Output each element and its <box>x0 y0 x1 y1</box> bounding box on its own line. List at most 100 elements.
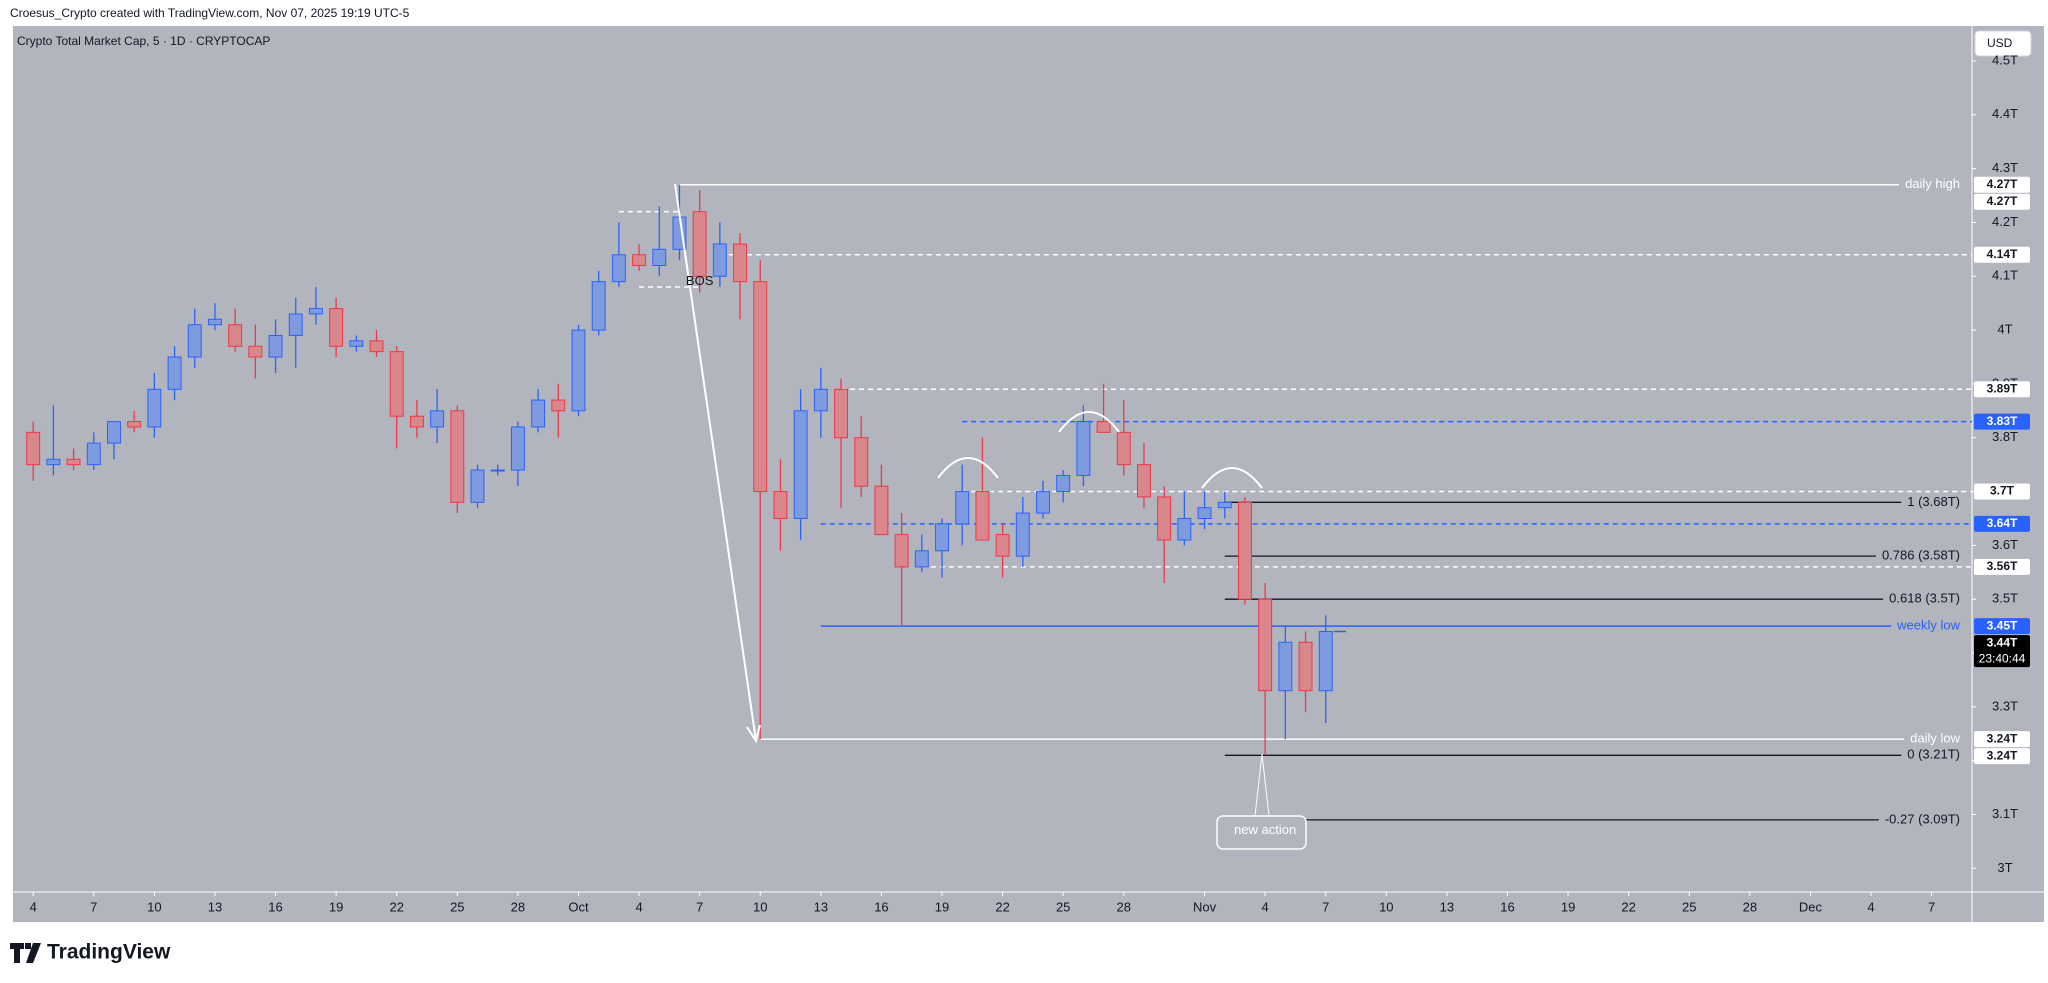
price-tag-label: 3.56T <box>1987 559 2018 573</box>
candle-body <box>349 340 364 347</box>
level-label: 0.618 (3.5T) <box>1889 591 1960 606</box>
candle-body <box>1076 421 1091 476</box>
candle-body <box>490 469 505 472</box>
price-tag <box>1974 515 2030 532</box>
candle-body <box>228 324 243 347</box>
button-bg[interactable] <box>1974 30 2032 57</box>
arc <box>1058 411 1120 433</box>
level-label: daily low <box>1910 731 1960 746</box>
y-tick-label: 4.3T <box>1992 160 2018 175</box>
chart-background <box>13 26 2044 922</box>
candle-body <box>470 469 485 503</box>
candle-body <box>107 421 121 444</box>
candle-body <box>813 388 828 412</box>
candle-body <box>1157 496 1172 541</box>
candle-body <box>955 491 970 525</box>
x-tick-label: Oct <box>568 899 589 914</box>
candle-body <box>1056 474 1071 493</box>
price-tag-label: 4.27T <box>1987 194 2018 208</box>
x-tick-label: Dec <box>1799 899 1823 914</box>
candle-body <box>1116 431 1131 466</box>
candle-body <box>652 248 667 267</box>
x-tick-label: 7 <box>1322 899 1329 914</box>
drawings <box>674 183 1307 850</box>
candle-body <box>329 308 344 347</box>
price-tag-label: 3.24T <box>1987 748 2018 762</box>
candle-body <box>389 351 404 417</box>
x-tick-label: 25 <box>1682 899 1696 914</box>
candle-body <box>127 421 142 428</box>
button-label[interactable]: USD <box>1987 36 2013 50</box>
y-tick-label: 3.6T <box>1992 537 2018 552</box>
candle-body <box>874 485 889 536</box>
x-tick-label: 16 <box>268 899 282 914</box>
callout-box <box>1216 815 1307 850</box>
x-tick-label: 13 <box>208 899 222 914</box>
candle-body <box>308 308 323 315</box>
price-tag-label: 3.64T <box>1987 516 2018 530</box>
currency-button[interactable]: USD <box>1974 30 2032 57</box>
price-tag-label: 4.27T <box>1987 177 2018 191</box>
candle-body <box>773 491 788 519</box>
candle-body <box>834 388 848 439</box>
price-tag-label: 3.89T <box>1987 381 2018 395</box>
candle-body <box>793 410 808 519</box>
price-tag <box>1974 731 2030 748</box>
y-tick-label: 4.4T <box>1992 106 2018 121</box>
x-tick-label: 4 <box>1262 899 1269 914</box>
x-tick-label: 25 <box>450 899 464 914</box>
y-tick-label: 3.5T <box>1992 591 2018 606</box>
x-tick-label: 22 <box>995 899 1009 914</box>
candle-body <box>935 523 949 552</box>
candle-body <box>591 281 606 331</box>
x-tick-label: 16 <box>874 899 888 914</box>
level-label: 1 (3.68T) <box>1907 494 1960 509</box>
x-tick-label: 22 <box>389 899 403 914</box>
candle-body <box>288 313 303 336</box>
brand: TradingView <box>47 941 171 964</box>
candle-body <box>1278 641 1293 692</box>
annotation: new action <box>1234 822 1296 837</box>
candle-body <box>1036 491 1050 514</box>
price-tag <box>1974 635 2030 668</box>
y-tick-label: 3.3T <box>1992 698 2018 713</box>
candle-body <box>510 426 525 471</box>
x-tick-label: 7 <box>696 899 703 914</box>
annotation: BOS <box>686 273 714 288</box>
candle-body <box>854 437 869 487</box>
x-tick-label: 7 <box>90 899 97 914</box>
price-tag <box>1974 748 2030 765</box>
candle-body <box>1177 517 1192 541</box>
x-tick-label: Nov <box>1193 899 1217 914</box>
logo: TradingView <box>10 941 171 964</box>
candle-body <box>430 410 445 428</box>
price-tag <box>1974 483 2030 500</box>
logo-icon <box>10 943 41 963</box>
level-label: -0.27 (3.09T) <box>1885 811 1960 826</box>
candle-body <box>207 318 222 326</box>
price-tag-label: 4.14T <box>1987 247 2018 261</box>
x-tick-label: 28 <box>1117 899 1131 914</box>
candle-body <box>167 356 182 390</box>
candle-body <box>1237 501 1252 600</box>
candle-body <box>733 243 748 283</box>
candle-body <box>26 431 41 466</box>
candle-body <box>1318 631 1333 692</box>
price-tag <box>1974 193 2030 210</box>
level-label: 0 (3.21T) <box>1907 747 1960 762</box>
chart-title: Crypto Total Market Cap, 5 · 1D · CRYPTO… <box>17 34 270 48</box>
x-tick-label: 7 <box>1928 899 1935 914</box>
x-tick-label: 10 <box>1379 899 1393 914</box>
price-tag <box>1974 618 2030 635</box>
price-tag-label: 3.45T <box>1987 618 2018 632</box>
price-tag-label: 3.7T <box>1990 484 2015 498</box>
level-label: daily high <box>1905 176 1960 191</box>
price-tag <box>1974 381 2030 398</box>
y-tick-label: 4.5T <box>1992 52 2018 67</box>
candle-body <box>753 281 768 493</box>
x-tick-label: 19 <box>1561 899 1575 914</box>
candle-body <box>975 491 990 541</box>
candle-body <box>531 399 546 428</box>
